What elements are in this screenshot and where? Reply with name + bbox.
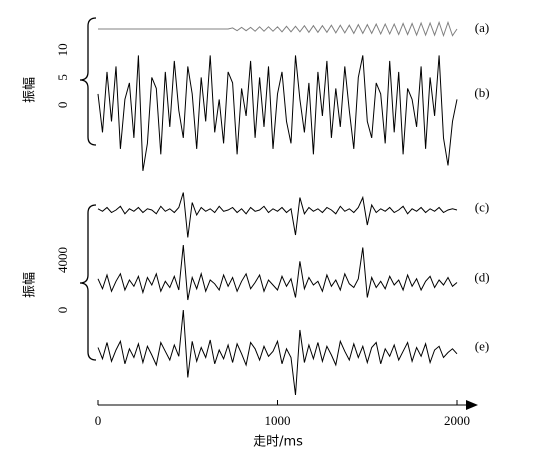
x-tick-label: 0 [95,413,102,428]
series-label: (b) [474,85,489,100]
trace [97,244,458,301]
y-tick-label: 0 [55,102,70,109]
y-tick-label: 4000 [55,247,70,273]
y-tick-label: 5 [55,74,70,81]
x-tick-label: 1000 [265,413,291,428]
x-axis-arrow [466,400,478,410]
series-label: (e) [475,338,489,353]
trace [97,192,458,238]
brace [79,17,97,146]
y-axis-label: 振幅 [23,77,38,103]
series-label: (c) [475,200,489,215]
series-label: (d) [474,270,489,285]
trace [98,20,458,38]
trace [97,55,458,171]
trace [97,309,458,396]
x-tick-label: 2000 [444,413,470,428]
y-axis-label: 振幅 [23,272,38,298]
y-tick-label: 0 [55,307,70,314]
series-label: (a) [475,20,489,35]
x-axis-label: 走时/ms [253,435,303,450]
y-tick-label: 10 [55,43,70,56]
brace [79,204,97,361]
